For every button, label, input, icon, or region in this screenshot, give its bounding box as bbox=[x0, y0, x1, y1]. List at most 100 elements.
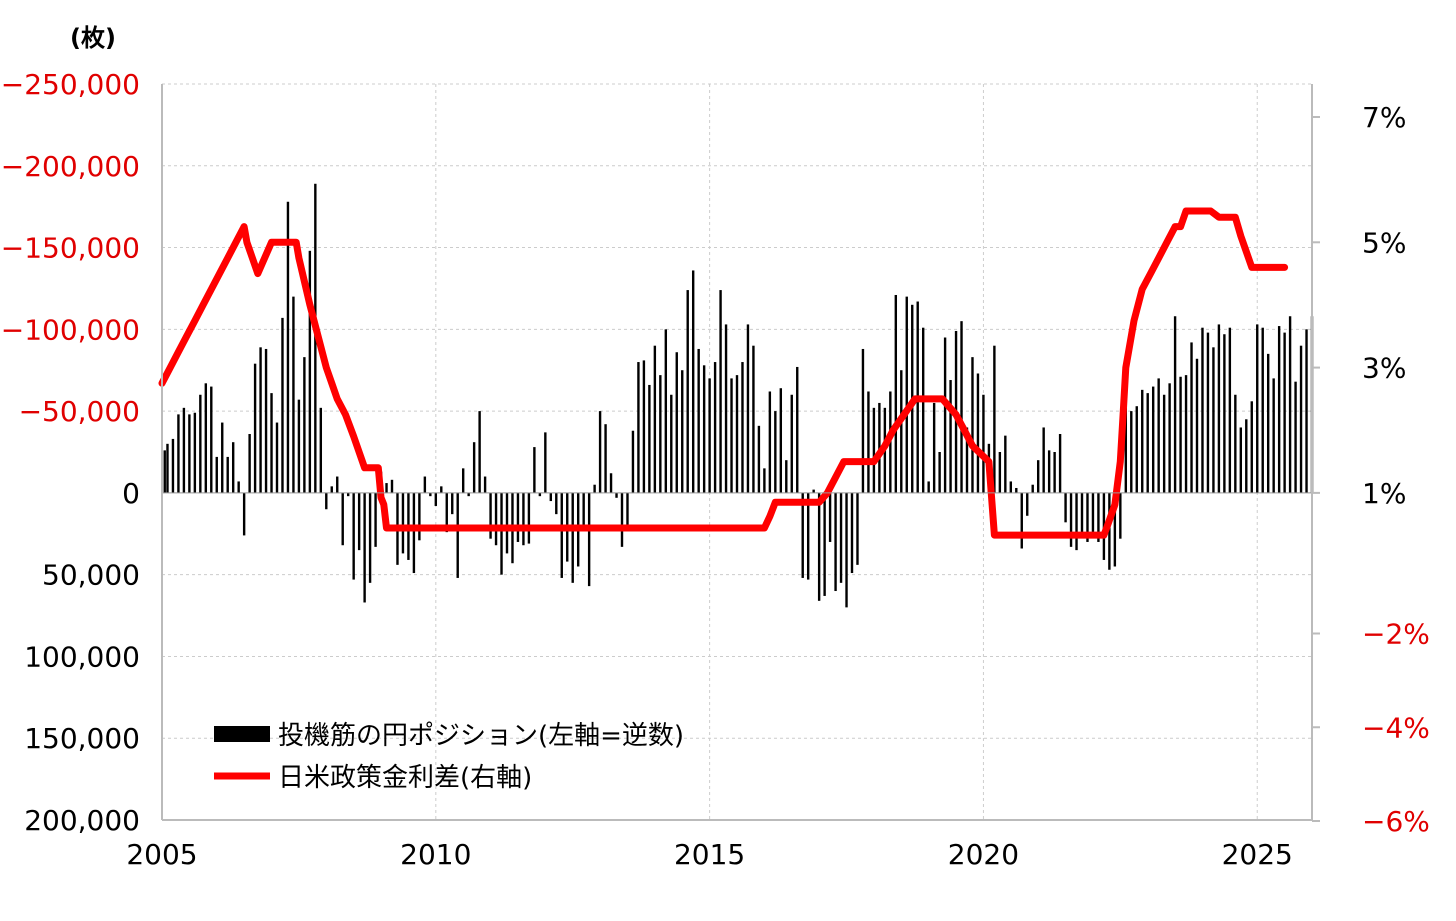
bar-series bbox=[163, 183, 1314, 608]
left-tick-label: 50,000 bbox=[42, 559, 140, 592]
bar bbox=[949, 380, 952, 493]
bar bbox=[1195, 358, 1199, 493]
bar bbox=[483, 476, 487, 493]
bar bbox=[1047, 450, 1051, 493]
bar bbox=[346, 492, 350, 497]
bar bbox=[735, 375, 739, 493]
bar bbox=[182, 407, 186, 493]
x-tick-label: 2020 bbox=[948, 838, 1019, 871]
bar bbox=[461, 468, 465, 493]
bar bbox=[856, 492, 859, 565]
bar bbox=[418, 492, 421, 541]
bar bbox=[1206, 332, 1210, 493]
bar bbox=[440, 486, 443, 493]
bar bbox=[1201, 327, 1204, 493]
bar bbox=[1283, 332, 1286, 493]
bar bbox=[900, 370, 903, 493]
bar bbox=[1075, 492, 1078, 551]
bar bbox=[1086, 492, 1089, 542]
right-tick-label: 1% bbox=[1362, 477, 1406, 510]
bar bbox=[385, 483, 388, 493]
bar bbox=[1119, 492, 1122, 539]
bar bbox=[1130, 411, 1133, 493]
bar bbox=[1157, 378, 1160, 493]
bar bbox=[494, 492, 498, 546]
bar bbox=[363, 492, 366, 603]
bar bbox=[390, 479, 394, 493]
bar bbox=[1294, 381, 1297, 493]
bar bbox=[746, 324, 750, 493]
bar bbox=[308, 250, 312, 493]
bar bbox=[1288, 316, 1292, 493]
bar bbox=[368, 492, 372, 583]
left-tick-label: 0 bbox=[122, 477, 140, 510]
bar bbox=[1009, 481, 1013, 493]
bar bbox=[779, 388, 783, 493]
bar bbox=[976, 373, 980, 493]
bar bbox=[270, 393, 273, 493]
rate-diff-line bbox=[158, 207, 1289, 539]
bar bbox=[297, 399, 301, 493]
bar bbox=[1146, 393, 1149, 493]
bar bbox=[1245, 419, 1248, 493]
bar bbox=[1162, 394, 1166, 493]
bar bbox=[467, 492, 470, 497]
bar bbox=[609, 473, 613, 493]
bar bbox=[752, 345, 755, 493]
bar bbox=[757, 425, 761, 493]
bar bbox=[281, 317, 284, 493]
bar bbox=[549, 492, 553, 502]
bar bbox=[1015, 487, 1018, 493]
bar bbox=[226, 456, 229, 493]
bar bbox=[204, 383, 208, 493]
bar bbox=[1004, 435, 1007, 493]
bar bbox=[993, 345, 996, 493]
bar bbox=[505, 492, 509, 554]
left-tick-label: −150,000 bbox=[1, 232, 140, 265]
bar bbox=[938, 452, 941, 493]
bar bbox=[527, 492, 531, 544]
bar bbox=[357, 492, 361, 551]
bar bbox=[604, 424, 607, 493]
bar bbox=[188, 414, 191, 493]
bar bbox=[1250, 401, 1253, 493]
bar bbox=[790, 394, 793, 493]
x-tick-label: 2025 bbox=[1222, 838, 1293, 871]
bar bbox=[631, 430, 635, 493]
bar bbox=[259, 347, 262, 493]
bar bbox=[823, 492, 826, 596]
bar bbox=[905, 296, 908, 493]
bar bbox=[423, 476, 427, 493]
bar bbox=[336, 476, 339, 493]
bar bbox=[560, 492, 563, 578]
bar bbox=[555, 492, 558, 515]
bar bbox=[1020, 492, 1023, 549]
bar bbox=[434, 492, 438, 506]
x-tick-label: 2005 bbox=[126, 838, 197, 871]
bar bbox=[1184, 375, 1188, 493]
bar bbox=[445, 492, 448, 533]
bar bbox=[374, 492, 377, 547]
bar bbox=[1239, 427, 1243, 493]
bar bbox=[166, 443, 169, 493]
bar bbox=[275, 422, 279, 493]
bar bbox=[659, 375, 662, 493]
right-tick-label: 3% bbox=[1362, 352, 1406, 385]
legend-swatch-bar bbox=[214, 726, 270, 742]
bar bbox=[1212, 347, 1215, 493]
bar bbox=[264, 348, 268, 493]
bar bbox=[1190, 342, 1193, 493]
bar bbox=[1135, 406, 1138, 493]
bar bbox=[806, 492, 810, 580]
bar bbox=[221, 422, 224, 493]
bar bbox=[702, 365, 706, 493]
bar bbox=[691, 270, 695, 493]
bar bbox=[763, 468, 766, 493]
bar bbox=[1168, 383, 1171, 493]
legend-label: 投機筋の円ポジション(左軸=逆数) bbox=[278, 721, 684, 751]
bar bbox=[637, 362, 640, 493]
bar bbox=[292, 296, 295, 493]
left-tick-label: −250,000 bbox=[1, 68, 140, 101]
bar bbox=[325, 492, 328, 510]
